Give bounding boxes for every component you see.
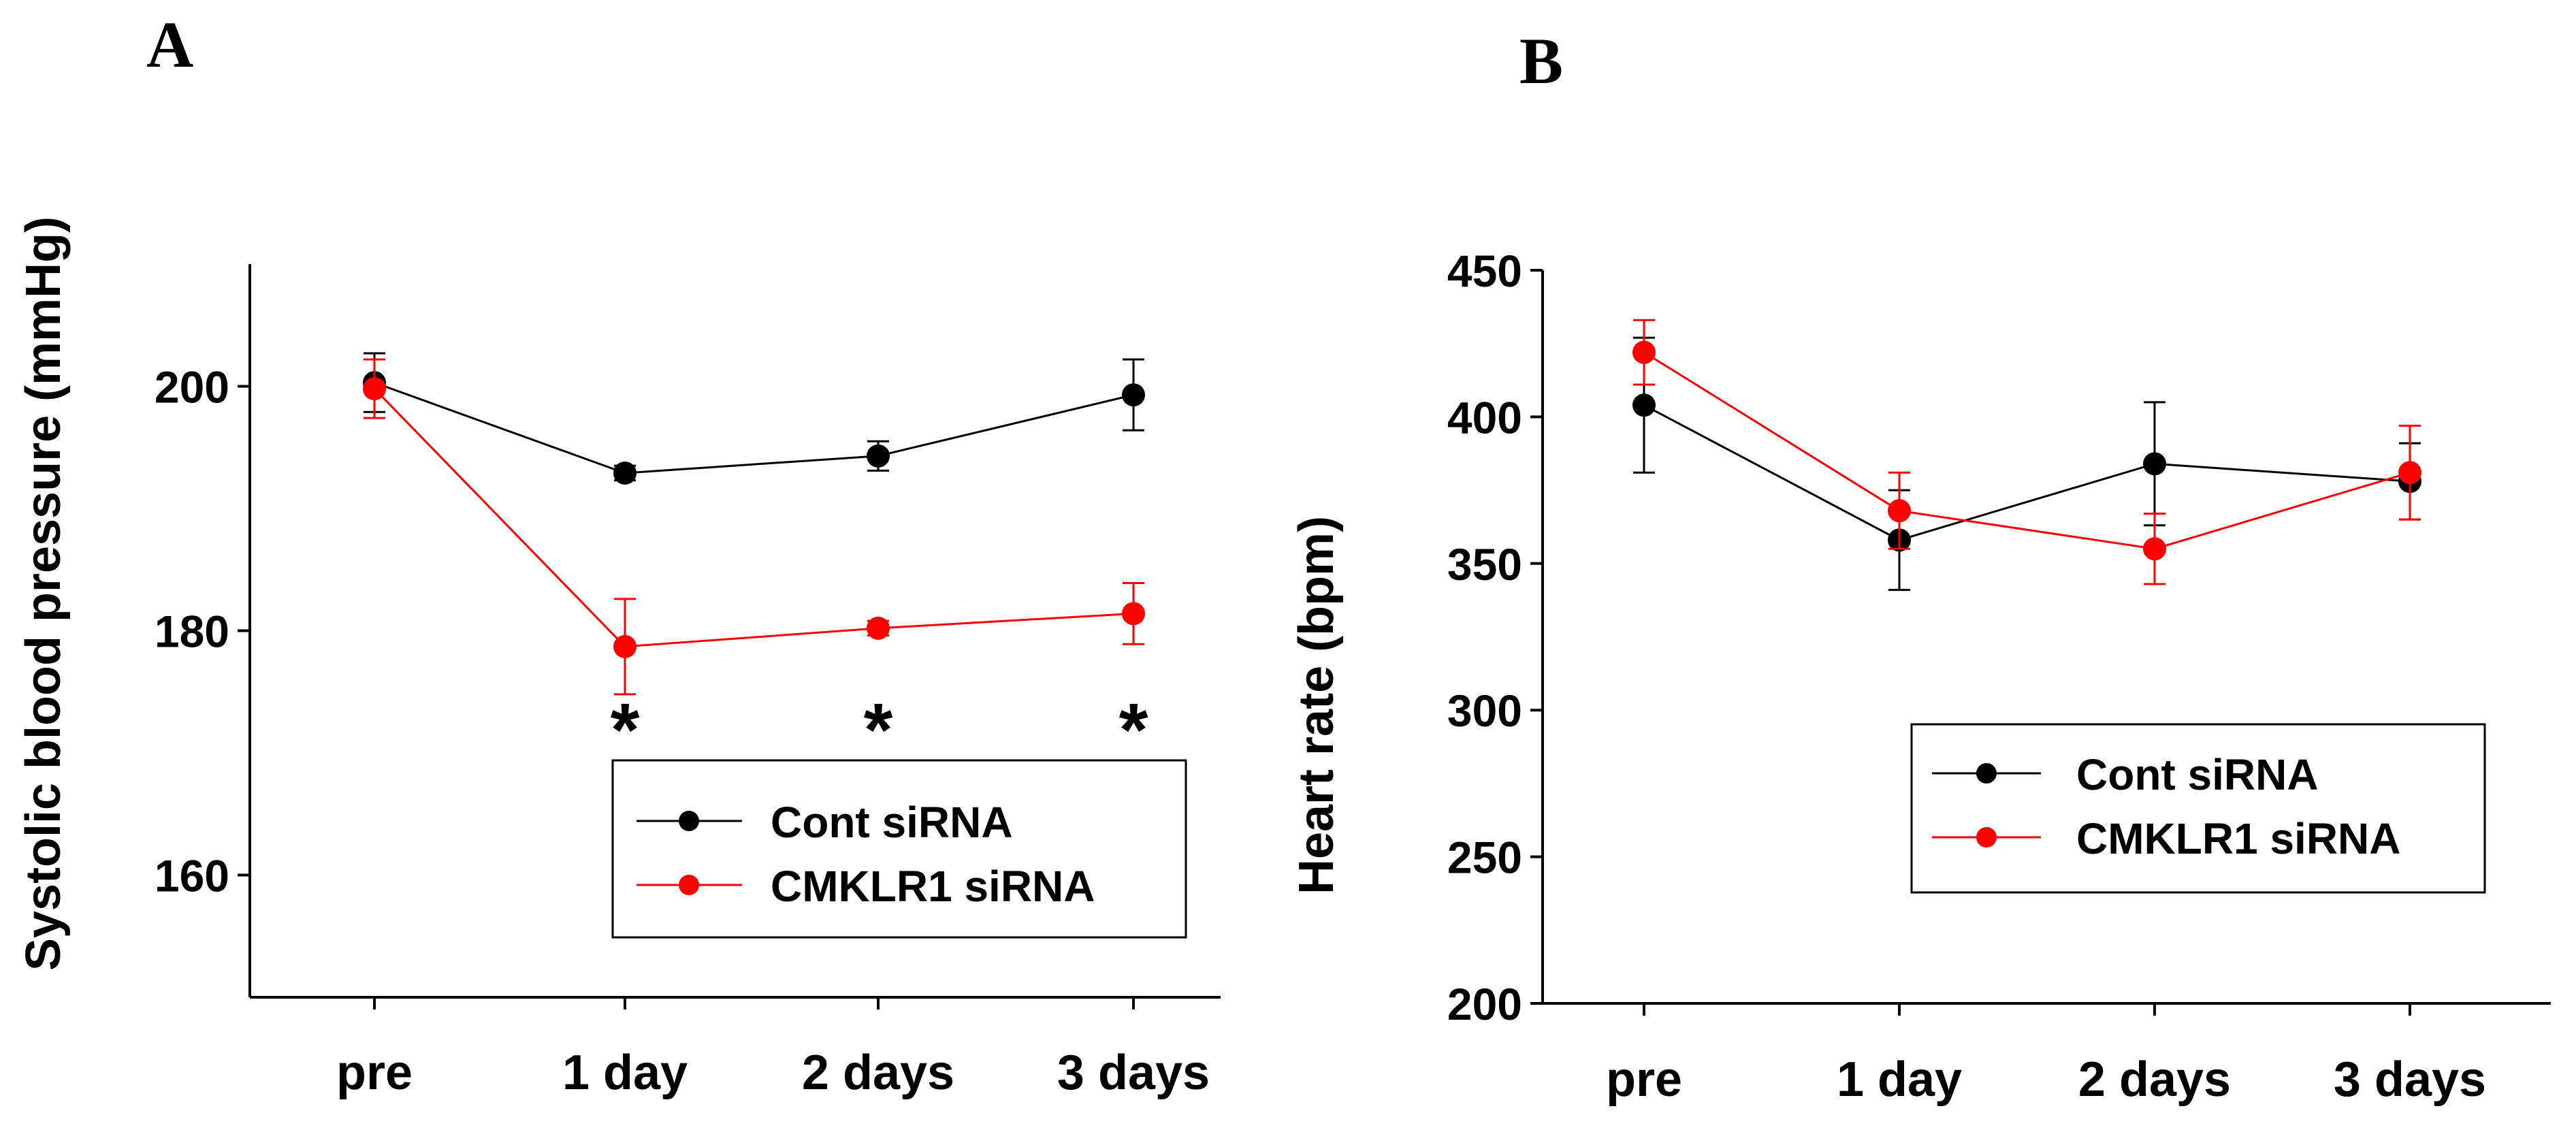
legend-box-b (1910, 723, 2486, 894)
data-point-a-1-3 (1122, 602, 1145, 626)
data-point-a-1-0 (363, 377, 386, 401)
data-point-a-0-1 (613, 461, 637, 485)
x-ticks-b: pre 1 day 2 days 3 days (1606, 1003, 2486, 1107)
significance-asterisk-a-0: * (611, 688, 640, 772)
series-line-b-1 (1643, 351, 2411, 550)
series-b (1632, 319, 2421, 592)
legend-label-cont-a: Cont siRNA (771, 798, 1013, 847)
y-tick-label-a-160: 160 (155, 851, 229, 901)
x-tick-label-b-0: pre (1606, 1052, 1682, 1107)
data-point-b-1-1 (1888, 499, 1911, 523)
legend-marker-cmklr1-b (1976, 827, 1997, 848)
legend-b: Cont siRNA CMKLR1 siRNA (1910, 723, 2486, 894)
series-line-a-1 (373, 388, 1134, 648)
y-tick-label-b-250: 250 (1447, 833, 1522, 883)
x-tick-label-b-1: 1 day (1837, 1052, 1962, 1107)
y-tick-label-a-200: 200 (155, 362, 229, 413)
legend-marker-cont-a (679, 811, 699, 831)
series-line-a-0 (374, 381, 1134, 474)
x-tick-label-a-0: pre (336, 1046, 413, 1100)
y-tick-label-b-450: 450 (1447, 246, 1522, 296)
legend-label-cont-b: Cont siRNA (2076, 750, 2319, 799)
data-point-b-1-2 (2143, 537, 2166, 561)
y-tick-label-b-200: 200 (1447, 979, 1522, 1029)
series-a (363, 352, 1145, 696)
legend-label-cmklr1-a: CMKLR1 siRNA (771, 862, 1095, 911)
panel-label-b: B (1519, 25, 1563, 97)
x-tick-label-a-1: 1 day (562, 1046, 688, 1100)
data-point-a-0-2 (867, 444, 890, 468)
data-point-a-1-1 (613, 634, 637, 658)
y-ticks-a: 160 180 200 (155, 362, 250, 901)
data-point-a-0-3 (1122, 383, 1145, 407)
y-tick-label-b-300: 300 (1447, 685, 1522, 736)
x-tick-label-a-2: 2 days (802, 1046, 954, 1100)
panel-a: A Systolic blood pressure (mmHg) 160 180 2… (16, 8, 1221, 1100)
annotations-a: * * * (611, 688, 1148, 772)
legend-a: Cont siRNA CMKLR1 siRNA (611, 759, 1187, 939)
x-tick-label-b-3: 3 days (2334, 1052, 2486, 1107)
x-tick-label-a-3: 3 days (1057, 1046, 1210, 1100)
series-line-b-0 (1643, 404, 2411, 541)
data-point-a-1-2 (867, 616, 890, 640)
x-ticks-a: pre 1 day 2 days 3 days (336, 997, 1210, 1100)
significance-asterisk-a-1: * (864, 688, 893, 772)
legend-marker-cont-b (1976, 763, 1997, 784)
legend-marker-cmklr1-a (679, 875, 699, 895)
y-tick-label-b-350: 350 (1447, 539, 1522, 590)
x-tick-label-b-2: 2 days (2078, 1052, 2231, 1107)
legend-label-cmklr1-b: CMKLR1 siRNA (2076, 814, 2400, 863)
panel-label-a: A (146, 8, 193, 81)
data-point-b-1-3 (2398, 461, 2421, 485)
y-tick-label-b-400: 400 (1447, 392, 1522, 442)
y-tick-label-a-180: 180 (155, 607, 229, 657)
legend-box-a (611, 759, 1187, 939)
data-point-b-1-0 (1632, 340, 1656, 364)
y-axis-label-b: Heart rate (bpm) (1289, 516, 1344, 894)
data-point-b-0-0 (1632, 393, 1656, 417)
y-ticks-b: 200 250 300 350 400 450 (1447, 246, 1543, 1029)
y-axis-label-a: Systolic blood pressure (mmHg) (16, 216, 71, 971)
data-point-b-0-2 (2143, 452, 2166, 476)
panel-b: B Heart rate (bpm) 200 250 300 350 400 450 pr… (1289, 25, 2551, 1107)
significance-asterisk-a-2: * (1119, 688, 1148, 772)
